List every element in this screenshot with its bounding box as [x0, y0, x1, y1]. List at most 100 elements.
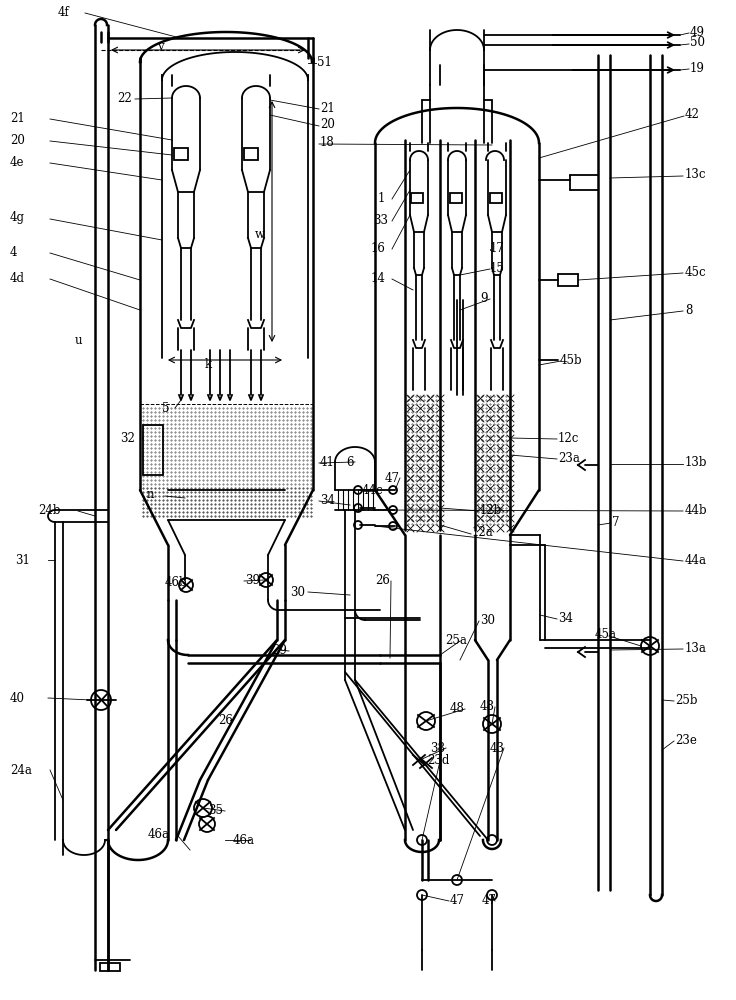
Text: 24a: 24a — [10, 764, 32, 776]
Text: 23d: 23d — [427, 754, 450, 766]
Circle shape — [389, 506, 397, 514]
Circle shape — [199, 816, 215, 832]
Text: 19: 19 — [690, 62, 705, 75]
Text: 4f: 4f — [58, 5, 70, 18]
Circle shape — [354, 504, 362, 512]
Circle shape — [354, 486, 362, 494]
Text: w: w — [255, 229, 265, 241]
Text: 6: 6 — [346, 456, 354, 468]
Text: n: n — [147, 488, 155, 502]
Circle shape — [389, 486, 397, 494]
Circle shape — [417, 890, 427, 900]
Circle shape — [259, 573, 273, 587]
Text: 25b: 25b — [675, 694, 698, 706]
Bar — [490, 193, 502, 203]
Text: 40: 40 — [10, 692, 25, 704]
Text: 16: 16 — [371, 241, 386, 254]
Text: 47: 47 — [385, 472, 400, 485]
Text: 45a: 45a — [595, 629, 617, 642]
Circle shape — [194, 799, 212, 817]
Text: 33: 33 — [373, 214, 388, 227]
Text: 47: 47 — [482, 894, 497, 906]
Text: u: u — [74, 334, 82, 347]
Text: 4d: 4d — [10, 271, 25, 284]
Text: 4e: 4e — [10, 155, 24, 168]
Text: 39: 39 — [245, 574, 260, 586]
Text: 45b: 45b — [560, 354, 583, 366]
Text: 9: 9 — [480, 292, 487, 304]
Text: 49: 49 — [690, 25, 705, 38]
Text: 12c: 12c — [558, 432, 579, 444]
Text: 44c: 44c — [362, 484, 383, 496]
Text: 46a: 46a — [233, 834, 255, 846]
Text: 21: 21 — [10, 111, 25, 124]
Text: 13c: 13c — [685, 168, 707, 182]
Text: 46b: 46b — [165, 576, 188, 588]
Text: 43: 43 — [490, 742, 505, 754]
Text: 23e: 23e — [675, 734, 697, 746]
Text: 20: 20 — [320, 118, 335, 131]
Circle shape — [354, 521, 362, 529]
Text: 5: 5 — [162, 401, 169, 414]
Bar — [143, 425, 163, 475]
Circle shape — [487, 835, 497, 845]
Text: 44a: 44a — [685, 554, 707, 566]
Text: 48: 48 — [450, 702, 465, 714]
Text: 30: 30 — [290, 585, 305, 598]
Bar — [450, 193, 462, 203]
Circle shape — [452, 875, 462, 885]
Text: 51: 51 — [317, 55, 332, 68]
Text: 15: 15 — [490, 261, 505, 274]
Text: 22: 22 — [117, 92, 132, 104]
Bar — [244, 148, 258, 160]
Text: 17: 17 — [490, 241, 505, 254]
Text: 50: 50 — [690, 36, 705, 49]
Text: 23a: 23a — [558, 452, 580, 464]
Bar — [100, 963, 120, 971]
Text: 21: 21 — [320, 102, 335, 114]
Text: 26: 26 — [218, 714, 233, 726]
Circle shape — [487, 890, 497, 900]
Circle shape — [179, 578, 193, 592]
Bar — [174, 148, 188, 160]
Circle shape — [389, 522, 397, 530]
Circle shape — [417, 712, 435, 730]
Text: 42: 42 — [685, 108, 700, 121]
Bar — [411, 193, 423, 203]
Text: k: k — [205, 359, 212, 371]
Text: 4g: 4g — [10, 212, 25, 225]
Text: 8: 8 — [685, 304, 693, 316]
Text: 44b: 44b — [685, 504, 707, 516]
Circle shape — [417, 835, 427, 845]
Text: 14: 14 — [371, 271, 386, 284]
Text: 7: 7 — [612, 516, 620, 528]
Text: 46a: 46a — [148, 828, 170, 842]
Text: 1: 1 — [378, 192, 386, 205]
Text: 38: 38 — [430, 742, 445, 754]
Circle shape — [483, 715, 501, 733]
Text: 35: 35 — [208, 804, 223, 816]
Text: 13b: 13b — [685, 456, 707, 470]
Text: 29: 29 — [272, 644, 287, 656]
Text: 30: 30 — [480, 613, 495, 626]
Text: 26: 26 — [375, 574, 390, 586]
Circle shape — [641, 637, 659, 655]
Text: 4: 4 — [10, 245, 18, 258]
Text: 41: 41 — [320, 456, 335, 468]
Text: 32: 32 — [120, 432, 135, 444]
Circle shape — [91, 690, 111, 710]
Text: 34: 34 — [320, 493, 335, 506]
Text: 48: 48 — [480, 700, 495, 712]
Text: 45c: 45c — [685, 265, 707, 278]
Text: 25a: 25a — [445, 634, 467, 647]
Text: 13a: 13a — [685, 642, 707, 654]
Text: 24b: 24b — [38, 504, 60, 516]
Text: 31: 31 — [15, 554, 30, 566]
Text: 20: 20 — [10, 133, 25, 146]
Text: 34: 34 — [558, 611, 573, 624]
Text: v: v — [157, 39, 163, 52]
Text: 12b: 12b — [480, 504, 503, 516]
Text: 47: 47 — [450, 894, 465, 906]
Text: 12a: 12a — [472, 526, 494, 540]
Text: 18: 18 — [320, 136, 335, 149]
